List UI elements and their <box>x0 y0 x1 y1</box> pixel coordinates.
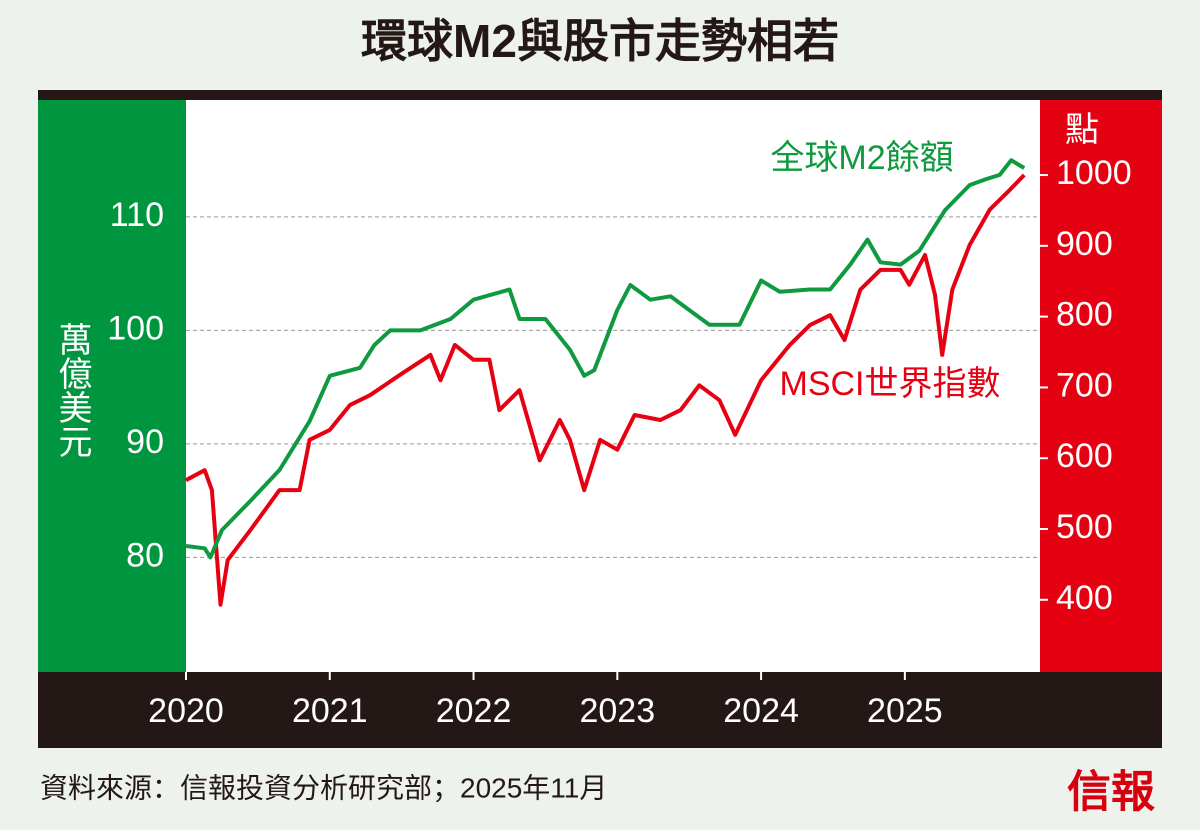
y2-axis-title: 點 <box>1065 111 1099 149</box>
y-tick-label: 110 <box>110 196 164 234</box>
y2-tick-label: 500 <box>1056 508 1113 546</box>
x-tick-label: 2020 <box>148 692 224 730</box>
y2-tick-label: 700 <box>1056 366 1113 404</box>
logo: 信報 <box>1067 767 1155 818</box>
y2-tick-label: 400 <box>1056 579 1113 617</box>
right-axis-panel <box>1040 100 1162 672</box>
x-tick-label: 2024 <box>723 692 799 730</box>
y-axis-title: 萬億美元 <box>53 322 91 458</box>
x-tick-label: 2025 <box>867 692 943 730</box>
x-tick-label: 2022 <box>436 692 512 730</box>
chart-title: 環球M2與股市走勢相若 <box>361 15 839 67</box>
y-tick-label: 80 <box>126 536 164 574</box>
y2-tick-label: 900 <box>1056 225 1113 263</box>
y-tick-label: 100 <box>107 309 164 347</box>
plot-area <box>186 100 1040 672</box>
series-line <box>185 173 1026 607</box>
y2-tick-label: 1000 <box>1056 154 1132 192</box>
left-axis-panel <box>38 100 186 672</box>
series-line <box>185 158 1026 560</box>
y-tick-label: 90 <box>126 423 164 461</box>
x-tick-label: 2021 <box>292 692 368 730</box>
y2-tick-label: 800 <box>1056 296 1113 334</box>
legend-label: MSCI世界指數 <box>780 365 1001 403</box>
source-note: 資料來源：信報投資分析研究部；2025年11月 <box>40 772 607 803</box>
y2-tick-label: 600 <box>1056 437 1113 475</box>
legend-label: 全球M2餘額 <box>770 139 953 177</box>
x-tick-label: 2023 <box>579 692 655 730</box>
